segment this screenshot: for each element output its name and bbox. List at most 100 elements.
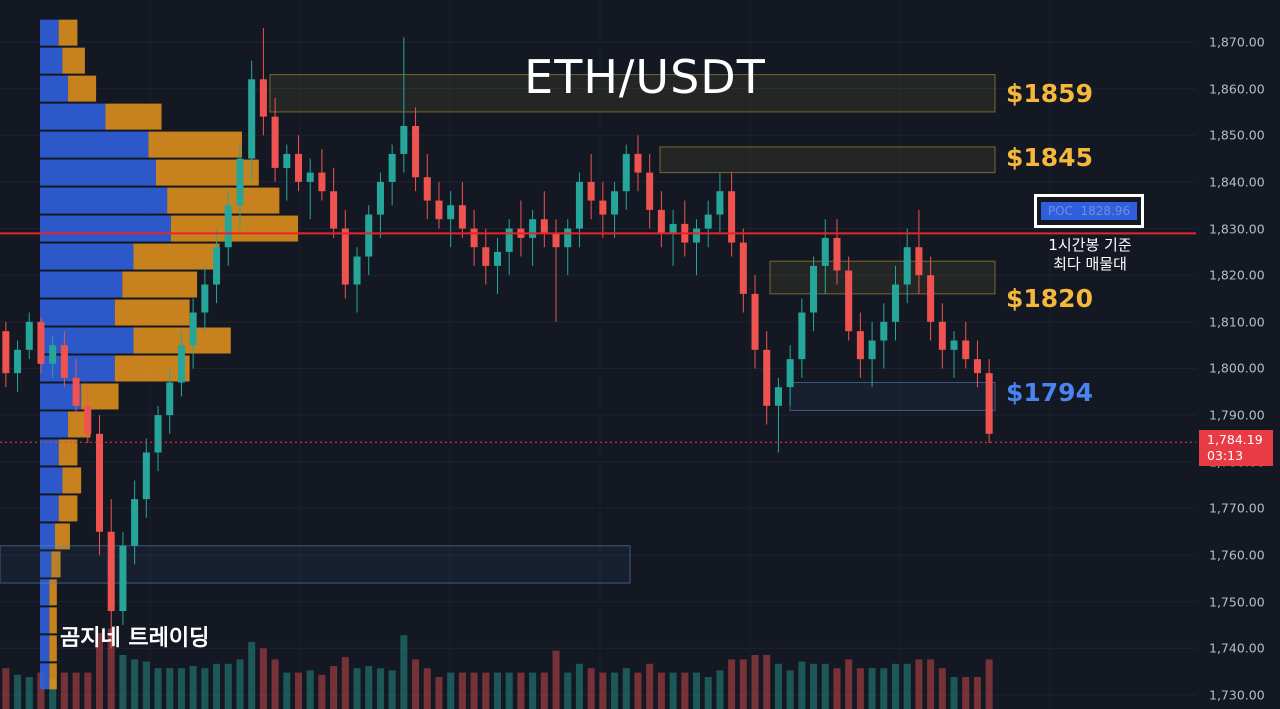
volume-bar bbox=[107, 628, 115, 709]
volume-bar bbox=[903, 663, 911, 709]
profile-bar-sell bbox=[62, 467, 82, 494]
volume-bar bbox=[283, 672, 291, 709]
candle-body bbox=[938, 321, 946, 350]
candle-body bbox=[177, 345, 185, 383]
profile-bar-buy bbox=[40, 131, 149, 158]
candle-body bbox=[95, 433, 104, 532]
profile-bar-sell bbox=[49, 635, 57, 662]
volume-bar bbox=[763, 655, 771, 709]
poc-note: 1시간봉 기준 최다 매물대 bbox=[1030, 236, 1150, 274]
profile-bar-buy bbox=[40, 75, 69, 102]
candle-body bbox=[400, 125, 408, 154]
volume-bar bbox=[353, 668, 361, 709]
candle-body bbox=[821, 237, 829, 266]
candle-body bbox=[131, 499, 139, 546]
profile-bar-sell bbox=[58, 439, 78, 466]
candle-body bbox=[25, 321, 33, 350]
volume-bar bbox=[552, 650, 560, 709]
profile-bar-buy bbox=[40, 47, 63, 74]
volume-bar bbox=[915, 659, 923, 709]
candle-body bbox=[271, 116, 279, 168]
volume-bar bbox=[493, 672, 502, 709]
volume-bar bbox=[634, 672, 642, 709]
volume-bar bbox=[856, 668, 864, 709]
chart-title: ETH/USDT bbox=[524, 50, 766, 104]
profile-bar-buy bbox=[40, 187, 168, 214]
candle-body bbox=[856, 331, 864, 360]
profile-bar-sell bbox=[81, 383, 119, 410]
profile-bar-sell bbox=[58, 19, 78, 46]
volume-bar bbox=[482, 672, 490, 709]
candle-body bbox=[786, 359, 794, 388]
profile-bar-buy bbox=[40, 299, 115, 326]
volume-bar bbox=[458, 672, 466, 709]
volume-bar bbox=[154, 668, 162, 709]
profile-bar-buy bbox=[40, 243, 134, 270]
poc-note-line2: 최다 매물대 bbox=[1053, 255, 1127, 273]
volume-bar bbox=[739, 659, 747, 709]
volume-bar bbox=[880, 668, 888, 709]
profile-bar-buy bbox=[40, 439, 59, 466]
volume-bar bbox=[294, 672, 303, 709]
y-tick-label: 1,830.00 bbox=[1209, 221, 1265, 237]
volume-bars bbox=[2, 628, 993, 709]
volume-bar bbox=[751, 655, 759, 709]
volume-bar bbox=[950, 677, 958, 709]
candle-body bbox=[142, 452, 150, 500]
candle-body bbox=[540, 219, 548, 234]
profile-bar-sell bbox=[133, 243, 220, 270]
price-lines bbox=[0, 232, 1196, 443]
poc-value: 1828.96 bbox=[1080, 204, 1131, 218]
candle-body bbox=[505, 228, 513, 252]
volume-profile bbox=[40, 19, 299, 690]
volume-bar bbox=[798, 661, 806, 709]
candle-body bbox=[14, 349, 22, 374]
candle-body bbox=[751, 293, 759, 350]
volume-bar bbox=[25, 677, 33, 709]
volume-bar bbox=[681, 672, 689, 709]
volume-bar bbox=[962, 677, 970, 709]
candle-body bbox=[927, 275, 935, 322]
volume-bar bbox=[845, 659, 853, 709]
y-tick-label: 1,730.00 bbox=[1209, 687, 1265, 703]
candle-body bbox=[657, 209, 665, 234]
candle-body bbox=[622, 153, 630, 192]
candle-body bbox=[891, 284, 900, 322]
volume-bar bbox=[774, 663, 782, 709]
candle-body bbox=[704, 214, 712, 229]
candle-body bbox=[2, 331, 10, 374]
volume-bar bbox=[868, 668, 876, 709]
candle-body bbox=[692, 228, 701, 243]
price-axis[interactable]: 1,870.00 1,860.00 1,850.00 1,840.00 1,830.00… bbox=[1196, 0, 1280, 709]
volume-bar bbox=[587, 668, 595, 709]
volume-bar bbox=[236, 659, 244, 709]
candle-body bbox=[447, 205, 455, 220]
profile-bar-sell bbox=[167, 187, 280, 214]
volume-bar bbox=[540, 672, 548, 709]
profile-bar-buy bbox=[40, 411, 69, 438]
y-tick-label: 1,850.00 bbox=[1209, 127, 1265, 143]
candle-body bbox=[575, 181, 583, 229]
candle-body bbox=[845, 270, 853, 332]
candle-body bbox=[365, 214, 373, 257]
y-tick-label: 1,800.00 bbox=[1209, 360, 1265, 376]
profile-bar-buy bbox=[40, 215, 171, 242]
candle-body bbox=[353, 256, 361, 285]
supply-zone bbox=[659, 146, 996, 174]
volume-bar bbox=[973, 677, 981, 709]
volume-bar bbox=[728, 659, 736, 709]
volume-bar bbox=[622, 668, 630, 709]
profile-bar-sell bbox=[105, 103, 162, 130]
y-tick-label: 1,820.00 bbox=[1209, 267, 1265, 283]
volume-bar bbox=[435, 677, 443, 709]
candle-body bbox=[49, 345, 57, 364]
candle-body bbox=[283, 153, 291, 168]
volume-bar bbox=[529, 672, 537, 709]
candle-body bbox=[493, 251, 502, 266]
profile-bar-buy bbox=[40, 495, 59, 522]
candle-body bbox=[412, 125, 420, 178]
y-tick-label: 1,750.00 bbox=[1209, 594, 1265, 610]
volume-bar bbox=[692, 672, 701, 709]
y-tick-label: 1,740.00 bbox=[1209, 640, 1265, 656]
volume-bar bbox=[224, 663, 232, 709]
